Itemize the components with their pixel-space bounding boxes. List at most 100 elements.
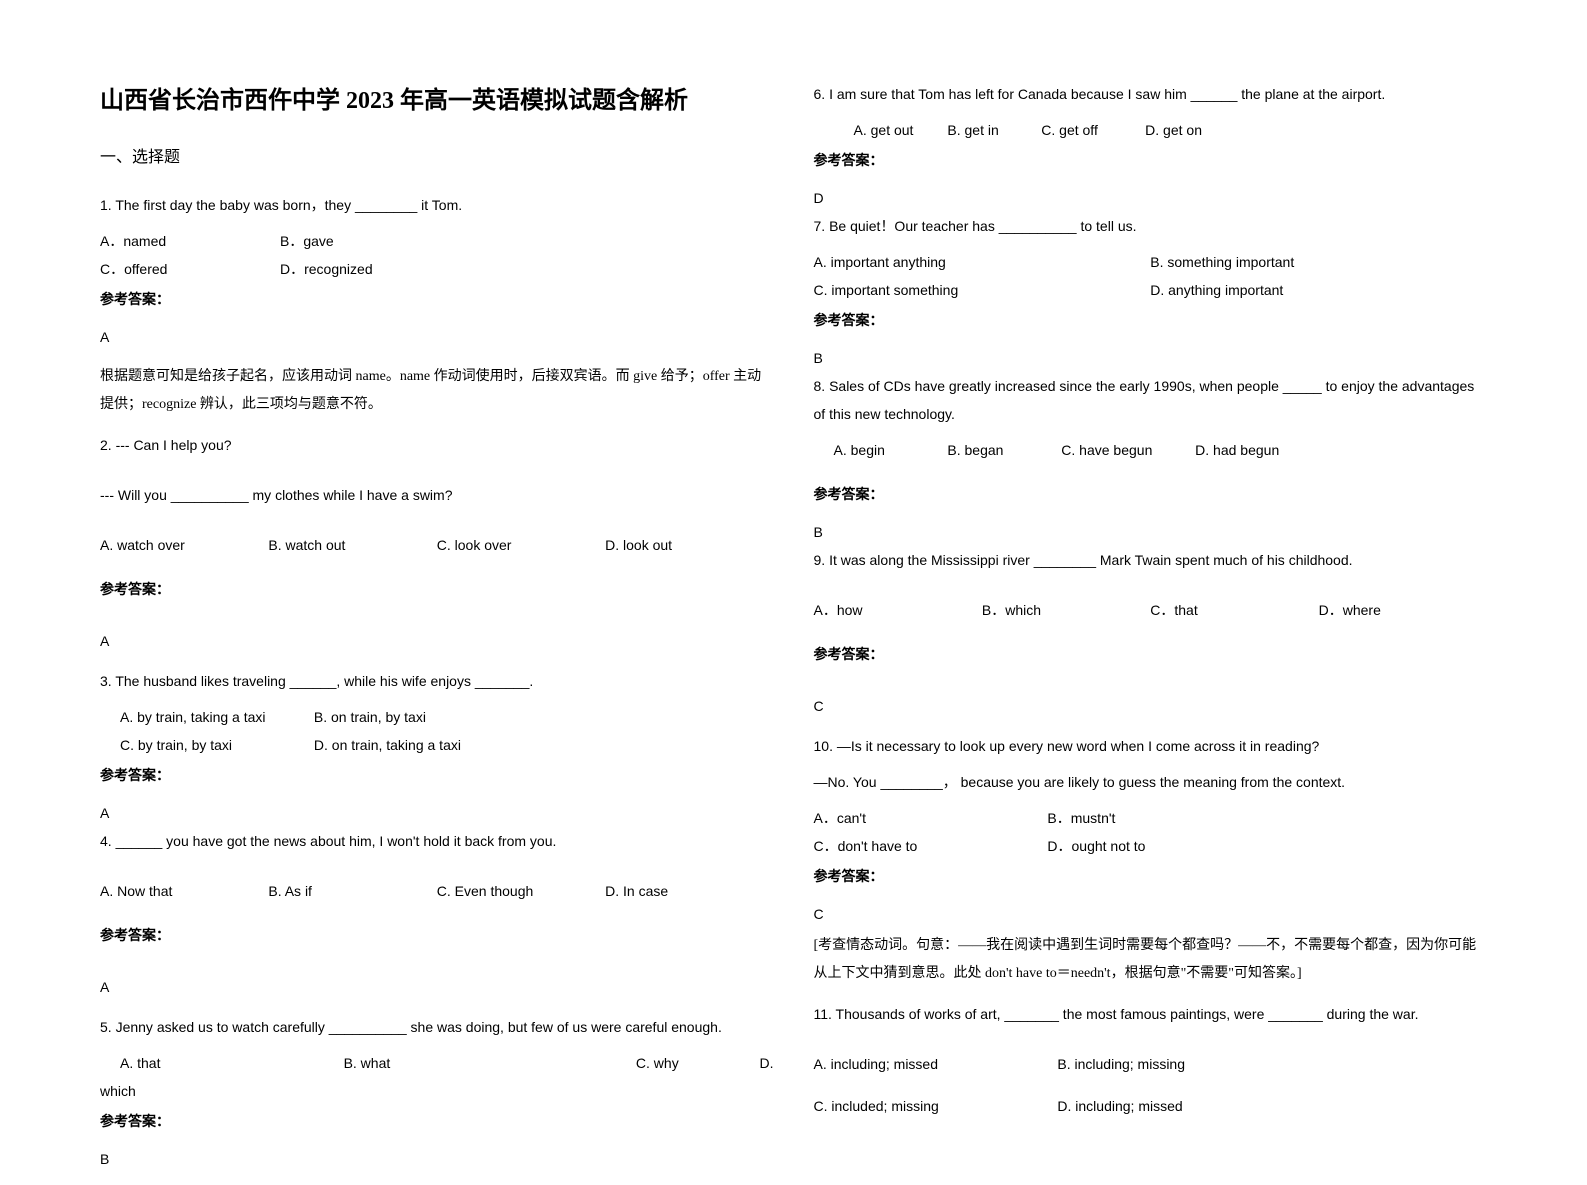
q2-opt-b: B. watch out bbox=[268, 531, 436, 559]
q2-opt-d: D. look out bbox=[605, 531, 773, 559]
q1-stem: 1. The first day the baby was born，they … bbox=[100, 191, 774, 219]
q1-options-row2: C．offered D．recognized bbox=[100, 255, 774, 283]
q11-opt-a: A. including; missed bbox=[814, 1050, 1054, 1078]
q5-answer: B bbox=[100, 1145, 774, 1173]
q3-answer-label: 参考答案： bbox=[100, 763, 774, 791]
q11-opt-d: D. including; missed bbox=[1057, 1098, 1182, 1114]
q7-opt-d: D. anything important bbox=[1150, 276, 1487, 304]
q5-opt-d-continued: which bbox=[100, 1077, 774, 1105]
q7-opt-c: C. important something bbox=[814, 276, 1151, 304]
q10-explanation: [考查情态动词。句意：——我在阅读中遇到生词时需要每个都查吗？——不，不需要每个… bbox=[814, 932, 1488, 988]
q4-opt-c: C. Even though bbox=[437, 877, 605, 905]
q4-opt-b: B. As if bbox=[268, 877, 436, 905]
q11-opt-c: C. included; missing bbox=[814, 1092, 1054, 1120]
q6-answer: D bbox=[814, 184, 1488, 212]
q7-opt-b: B. something important bbox=[1150, 248, 1487, 276]
q1-opt-a: A．named bbox=[100, 227, 280, 255]
q4-opt-d: D. In case bbox=[605, 877, 773, 905]
q4-answer-label: 参考答案： bbox=[100, 923, 774, 951]
q1-opt-b: B．gave bbox=[280, 227, 774, 255]
q1-answer: A bbox=[100, 323, 774, 351]
q6-options: A. get out B. get in C. get off D. get o… bbox=[814, 116, 1488, 144]
left-column: 山西省长治市西仵中学 2023 年高一英语模拟试题含解析 一、选择题 1. Th… bbox=[100, 80, 774, 1185]
q10-opt-b: B．mustn't bbox=[1047, 810, 1115, 826]
q2-options: A. watch over B. watch out C. look over … bbox=[100, 531, 774, 559]
q2-stem1: 2. --- Can I help you? bbox=[100, 431, 774, 459]
q8-answer-label: 参考答案： bbox=[814, 482, 1488, 510]
q5-opt-d: D. bbox=[739, 1049, 773, 1077]
q4-options: A. Now that B. As if C. Even though D. I… bbox=[100, 877, 774, 905]
q5-answer-label: 参考答案： bbox=[100, 1109, 774, 1137]
q8-answer: B bbox=[814, 518, 1488, 546]
q10-options-row2: C．don't have to D．ought not to bbox=[814, 832, 1488, 860]
q6-opt-c: C. get off bbox=[1041, 116, 1141, 144]
q5-opt-b: B. what bbox=[344, 1049, 636, 1077]
q8-opt-b: B. began bbox=[947, 436, 1057, 464]
q11-options-row2: C. included; missing D. including; misse… bbox=[814, 1092, 1488, 1120]
q4-answer: A bbox=[100, 973, 774, 1001]
q6-opt-b: B. get in bbox=[947, 116, 1037, 144]
q3-options-row1: A. by train, taking a taxi B. on train, … bbox=[100, 703, 774, 731]
q10-answer: C bbox=[814, 900, 1488, 928]
q3-opt-c: C. by train, by taxi bbox=[120, 731, 310, 759]
q10-opt-d: D．ought not to bbox=[1047, 838, 1145, 854]
q4-opt-a: A. Now that bbox=[100, 877, 268, 905]
q7-options-row2: C. important something D. anything impor… bbox=[814, 276, 1488, 304]
q10-opt-c: C．don't have to bbox=[814, 832, 1044, 860]
q1-explanation: 根据题意可知是给孩子起名，应该用动词 name。name 作动词使用时，后接双宾… bbox=[100, 363, 774, 419]
q2-stem2: --- Will you __________ my clothes while… bbox=[100, 481, 774, 509]
q5-opt-a: A. that bbox=[120, 1049, 344, 1077]
q1-opt-d: D．recognized bbox=[280, 255, 774, 283]
q9-answer: C bbox=[814, 692, 1488, 720]
q9-answer-label: 参考答案： bbox=[814, 642, 1488, 670]
q9-opt-d: D．where bbox=[1319, 596, 1487, 624]
q9-opt-b: B．which bbox=[982, 596, 1150, 624]
q10-stem2: —No. You ________， because you are likel… bbox=[814, 768, 1488, 796]
q7-answer-label: 参考答案： bbox=[814, 308, 1488, 336]
q2-opt-c: C. look over bbox=[437, 531, 605, 559]
q11-opt-b: B. including; missing bbox=[1057, 1056, 1185, 1072]
q7-answer: B bbox=[814, 344, 1488, 372]
q6-opt-d: D. get on bbox=[1145, 122, 1202, 138]
q3-answer: A bbox=[100, 799, 774, 827]
q8-opt-d: D. had begun bbox=[1195, 442, 1279, 458]
q3-opt-d: D. on train, taking a taxi bbox=[314, 737, 461, 753]
q8-stem: 8. Sales of CDs have greatly increased s… bbox=[814, 372, 1488, 428]
q7-options-row1: A. important anything B. something impor… bbox=[814, 248, 1488, 276]
q11-stem: 11. Thousands of works of art, _______ t… bbox=[814, 1000, 1488, 1028]
q1-answer-label: 参考答案： bbox=[100, 287, 774, 315]
q3-opt-a: A. by train, taking a taxi bbox=[120, 703, 310, 731]
right-column: 6. I am sure that Tom has left for Canad… bbox=[814, 80, 1488, 1185]
q9-opt-a: A．how bbox=[814, 596, 982, 624]
q8-opt-a: A. begin bbox=[834, 436, 944, 464]
q6-stem: 6. I am sure that Tom has left for Canad… bbox=[814, 80, 1488, 108]
q2-opt-a: A. watch over bbox=[100, 531, 268, 559]
q8-options: A. begin B. began C. have begun D. had b… bbox=[814, 436, 1488, 464]
q1-options-row1: A．named B．gave bbox=[100, 227, 774, 255]
q4-stem: 4. ______ you have got the news about hi… bbox=[100, 827, 774, 855]
q5-stem: 5. Jenny asked us to watch carefully ___… bbox=[100, 1013, 774, 1041]
q11-options-row1: A. including; missed B. including; missi… bbox=[814, 1050, 1488, 1078]
q5-opt-c: C. why bbox=[636, 1049, 739, 1077]
q7-stem: 7. Be quiet！Our teacher has __________ t… bbox=[814, 212, 1488, 240]
q3-opt-b: B. on train, by taxi bbox=[314, 709, 426, 725]
q8-opt-c: C. have begun bbox=[1061, 436, 1191, 464]
document-title: 山西省长治市西仵中学 2023 年高一英语模拟试题含解析 bbox=[100, 80, 774, 115]
q6-opt-a: A. get out bbox=[854, 116, 944, 144]
q9-stem: 9. It was along the Mississippi river __… bbox=[814, 546, 1488, 574]
q10-answer-label: 参考答案： bbox=[814, 864, 1488, 892]
q1-opt-c: C．offered bbox=[100, 255, 280, 283]
q9-options: A．how B．which C．that D．where bbox=[814, 596, 1488, 624]
q9-opt-c: C．that bbox=[1150, 596, 1318, 624]
q10-stem1: 10. —Is it necessary to look up every ne… bbox=[814, 732, 1488, 760]
q10-options-row1: A．can't B．mustn't bbox=[814, 804, 1488, 832]
q7-opt-a: A. important anything bbox=[814, 248, 1151, 276]
q2-answer: A bbox=[100, 627, 774, 655]
q5-options: A. that B. what C. why D. bbox=[100, 1049, 774, 1077]
q6-answer-label: 参考答案： bbox=[814, 148, 1488, 176]
page-columns: 山西省长治市西仵中学 2023 年高一英语模拟试题含解析 一、选择题 1. Th… bbox=[100, 80, 1487, 1185]
q3-options-row2: C. by train, by taxi D. on train, taking… bbox=[100, 731, 774, 759]
q2-answer-label: 参考答案： bbox=[100, 577, 774, 605]
section-1-header: 一、选择题 bbox=[100, 143, 774, 167]
q10-opt-a: A．can't bbox=[814, 804, 1044, 832]
